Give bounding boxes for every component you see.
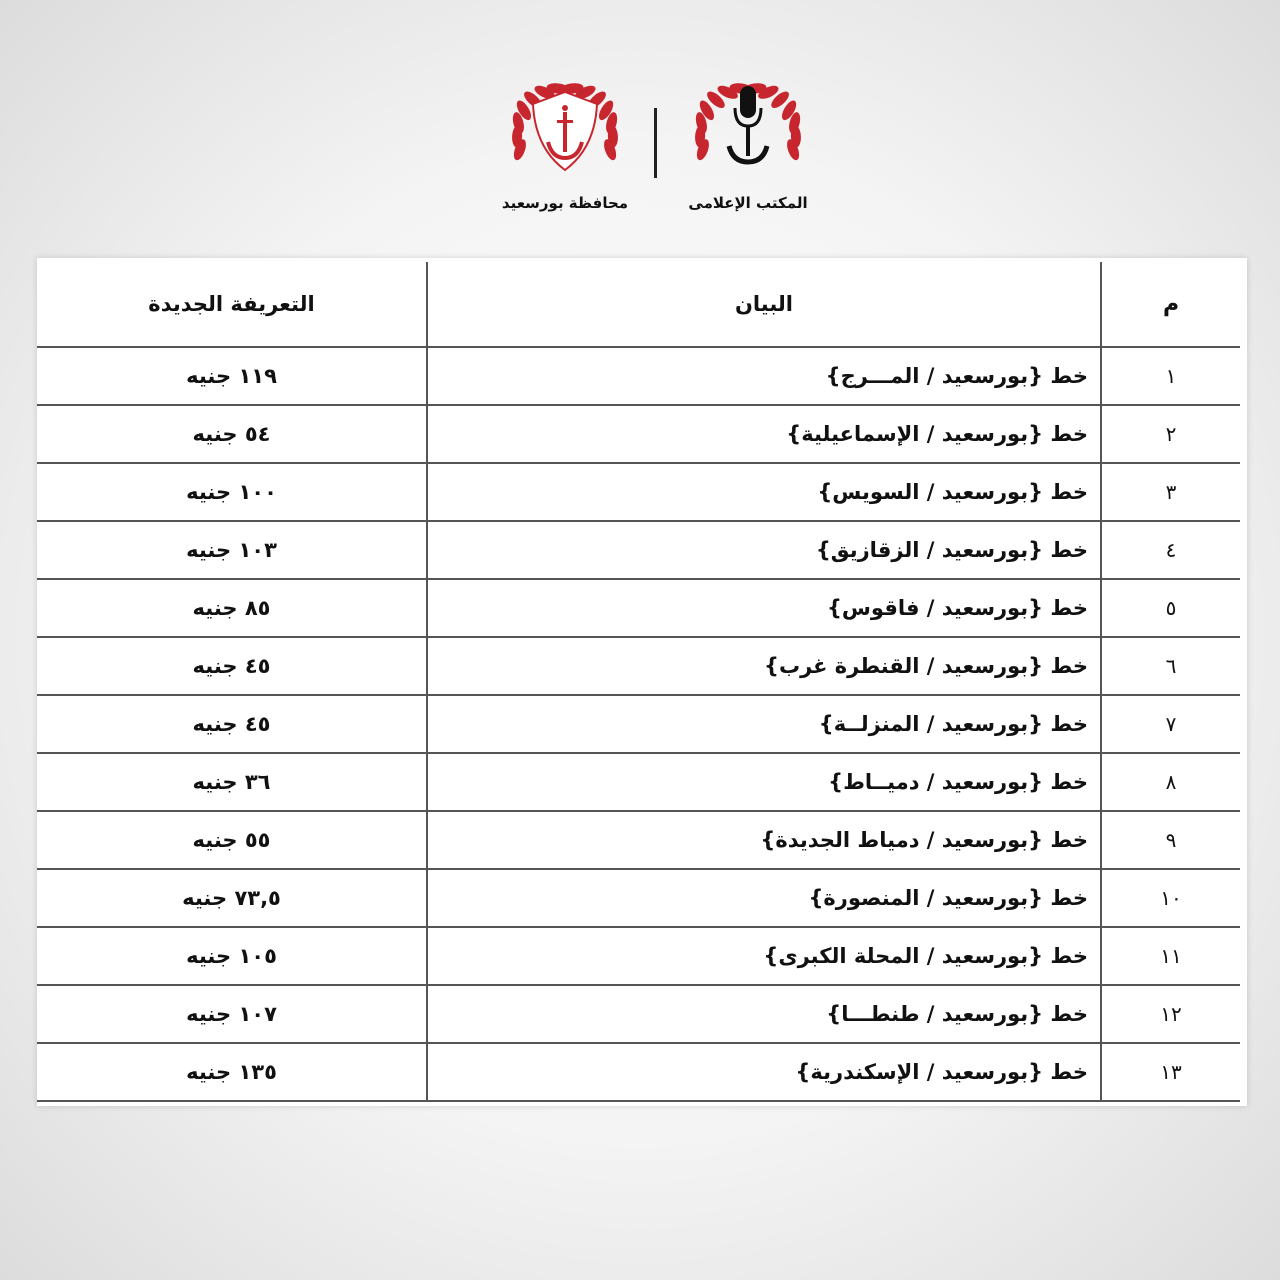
- table-row: ٧ خط {بورسعيد / المنزلــة} ٤٥ جنيه: [37, 694, 1240, 754]
- fare-value: ٨٥ جنيه: [37, 578, 428, 638]
- fare-value: ١١٩ جنيه: [37, 346, 428, 406]
- column-header-number: م: [1100, 262, 1240, 348]
- row-number: ١١: [1100, 926, 1240, 986]
- route-description: خط {بورسعيد / دميــاط}: [426, 752, 1102, 812]
- row-number: ٦: [1100, 636, 1240, 696]
- tariff-table: م البيان التعريفة الجديدة ١ خط {بورسعيد /…: [37, 262, 1240, 1102]
- table-row: ٩ خط {بورسعيد / دمياط الجديدة} ٥٥ جنيه: [37, 810, 1240, 870]
- column-header-description: البيان: [426, 262, 1102, 348]
- microphone-anchor-laurel-icon: [695, 83, 801, 165]
- tariff-document: م البيان التعريفة الجديدة ١ خط {بورسعيد /…: [37, 258, 1247, 1106]
- fare-value: ٤٥ جنيه: [37, 694, 428, 754]
- row-number: ٩: [1100, 810, 1240, 870]
- row-number: ٣: [1100, 462, 1240, 522]
- route-description: خط {بورسعيد / الإسكندرية}: [426, 1042, 1102, 1102]
- table-row: ٤ خط {بورسعيد / الزقازيق} ١٠٣ جنيه: [37, 520, 1240, 580]
- row-number: ٨: [1100, 752, 1240, 812]
- route-description: خط {بورسعيد / الإسماعيلية}: [426, 404, 1102, 464]
- route-description: خط {بورسعيد / المـــرج}: [426, 346, 1102, 406]
- table-row: ١١ خط {بورسعيد / المحلة الكبرى} ١٠٥ جنيه: [37, 926, 1240, 986]
- port-said-governorate-logo: محافظة بورسعيد: [490, 78, 640, 212]
- table-row: ٣ خط {بورسعيد / السويس} ١٠٠ جنيه: [37, 462, 1240, 522]
- logo-divider: [654, 108, 657, 178]
- route-description: خط {بورسعيد / السويس}: [426, 462, 1102, 522]
- fare-value: ١٠٥ جنيه: [37, 926, 428, 986]
- table-row: ٦ خط {بورسعيد / القنطرة غرب} ٤٥ جنيه: [37, 636, 1240, 696]
- fare-value: ٥٥ جنيه: [37, 810, 428, 870]
- row-number: ١٣: [1100, 1042, 1240, 1102]
- row-number: ٧: [1100, 694, 1240, 754]
- route-description: خط {بورسعيد / الزقازيق}: [426, 520, 1102, 580]
- table-header-row: م البيان التعريفة الجديدة: [37, 262, 1240, 348]
- route-description: خط {بورسعيد / دمياط الجديدة}: [426, 810, 1102, 870]
- table-row: ١٣ خط {بورسعيد / الإسكندرية} ١٣٥ جنيه: [37, 1042, 1240, 1102]
- fare-value: ٧٣,٥ جنيه: [37, 868, 428, 928]
- fare-value: ٥٤ جنيه: [37, 404, 428, 464]
- route-description: خط {بورسعيد / المحلة الكبرى}: [426, 926, 1102, 986]
- shield-anchor-laurel-icon: [512, 83, 618, 172]
- route-description: خط {بورسعيد / القنطرة غرب}: [426, 636, 1102, 696]
- row-number: ٤: [1100, 520, 1240, 580]
- fare-value: ١٠٣ جنيه: [37, 520, 428, 580]
- fare-value: ٤٥ جنيه: [37, 636, 428, 696]
- route-description: خط {بورسعيد / طنطـــا}: [426, 984, 1102, 1044]
- table-row: ١ خط {بورسعيد / المـــرج} ١١٩ جنيه: [37, 346, 1240, 406]
- row-number: ١٠: [1100, 868, 1240, 928]
- table-row: ١٢ خط {بورسعيد / طنطـــا} ١٠٧ جنيه: [37, 984, 1240, 1044]
- table-row: ٥ خط {بورسعيد / فاقوس} ٨٥ جنيه: [37, 578, 1240, 638]
- row-number: ١: [1100, 346, 1240, 406]
- table-row: ٨ خط {بورسعيد / دميــاط} ٣٦ جنيه: [37, 752, 1240, 812]
- route-description: خط {بورسعيد / المنصورة}: [426, 868, 1102, 928]
- header-logos: محافظة بورسعيد المكتب الإعلامى: [0, 78, 1280, 228]
- fare-value: ١٠٠ جنيه: [37, 462, 428, 522]
- column-header-new-fare: التعريفة الجديدة: [37, 262, 428, 348]
- media-office-caption: المكتب الإعلامى: [688, 194, 808, 212]
- fare-value: ١٠٧ جنيه: [37, 984, 428, 1044]
- media-office-logo: المكتب الإعلامى: [673, 78, 823, 212]
- route-description: خط {بورسعيد / فاقوس}: [426, 578, 1102, 638]
- row-number: ٢: [1100, 404, 1240, 464]
- row-number: ٥: [1100, 578, 1240, 638]
- fare-value: ٣٦ جنيه: [37, 752, 428, 812]
- table-row: ٢ خط {بورسعيد / الإسماعيلية} ٥٤ جنيه: [37, 404, 1240, 464]
- route-description: خط {بورسعيد / المنزلــة}: [426, 694, 1102, 754]
- table-row: ١٠ خط {بورسعيد / المنصورة} ٧٣,٥ جنيه: [37, 868, 1240, 928]
- fare-value: ١٣٥ جنيه: [37, 1042, 428, 1102]
- row-number: ١٢: [1100, 984, 1240, 1044]
- governorate-caption: محافظة بورسعيد: [501, 194, 629, 212]
